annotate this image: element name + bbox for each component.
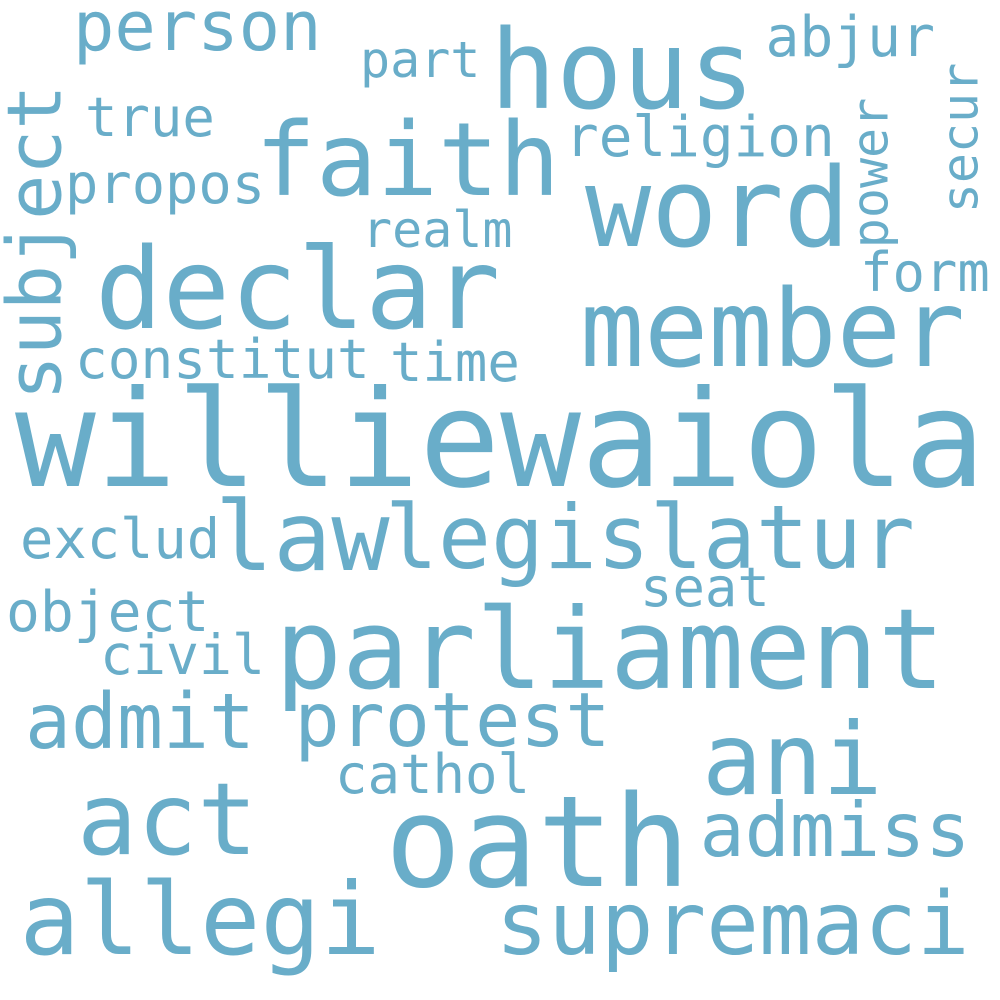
word-secur: secur: [930, 62, 989, 213]
word-oath: oath: [385, 768, 690, 916]
word-ani: ani: [702, 701, 883, 818]
word-admiss: admiss: [699, 785, 971, 874]
word-true: true: [85, 85, 215, 149]
word-subject: subject: [0, 84, 79, 401]
word-allegi: allegi: [19, 861, 381, 978]
word-person: person: [73, 0, 322, 67]
word-power: power: [840, 97, 899, 248]
word-form: form: [860, 240, 990, 304]
word-act: act: [77, 761, 258, 878]
word-civil: civil: [100, 622, 265, 687]
word-legislatur: legislatur: [385, 485, 915, 589]
word-supremaci: supremaci: [495, 873, 970, 975]
word-declar: declar: [95, 225, 501, 355]
word-faith: faith: [255, 100, 560, 219]
word-hous: hous: [490, 6, 755, 134]
word-object: object: [6, 579, 210, 645]
word-law: law: [215, 480, 390, 593]
word-propos: propos: [65, 152, 266, 217]
word-constitut: constitut: [75, 328, 370, 391]
word-member: member: [580, 267, 966, 392]
word-abjur: abjur: [765, 4, 935, 70]
word-realm: realm: [362, 201, 513, 259]
word-time: time: [390, 330, 520, 394]
word-part: part: [360, 31, 481, 89]
word-seat: seat: [640, 555, 770, 619]
word-williewaiola: williewaiola: [15, 361, 986, 518]
word-word: word: [585, 143, 850, 272]
word-cathol: cathol: [335, 743, 531, 806]
word-exclud: exclud: [20, 507, 221, 572]
word-parliament: parliament: [275, 585, 946, 715]
word-admit: admit: [25, 677, 255, 767]
word-religion: religion: [565, 104, 835, 170]
word-protest: protest: [294, 675, 611, 764]
